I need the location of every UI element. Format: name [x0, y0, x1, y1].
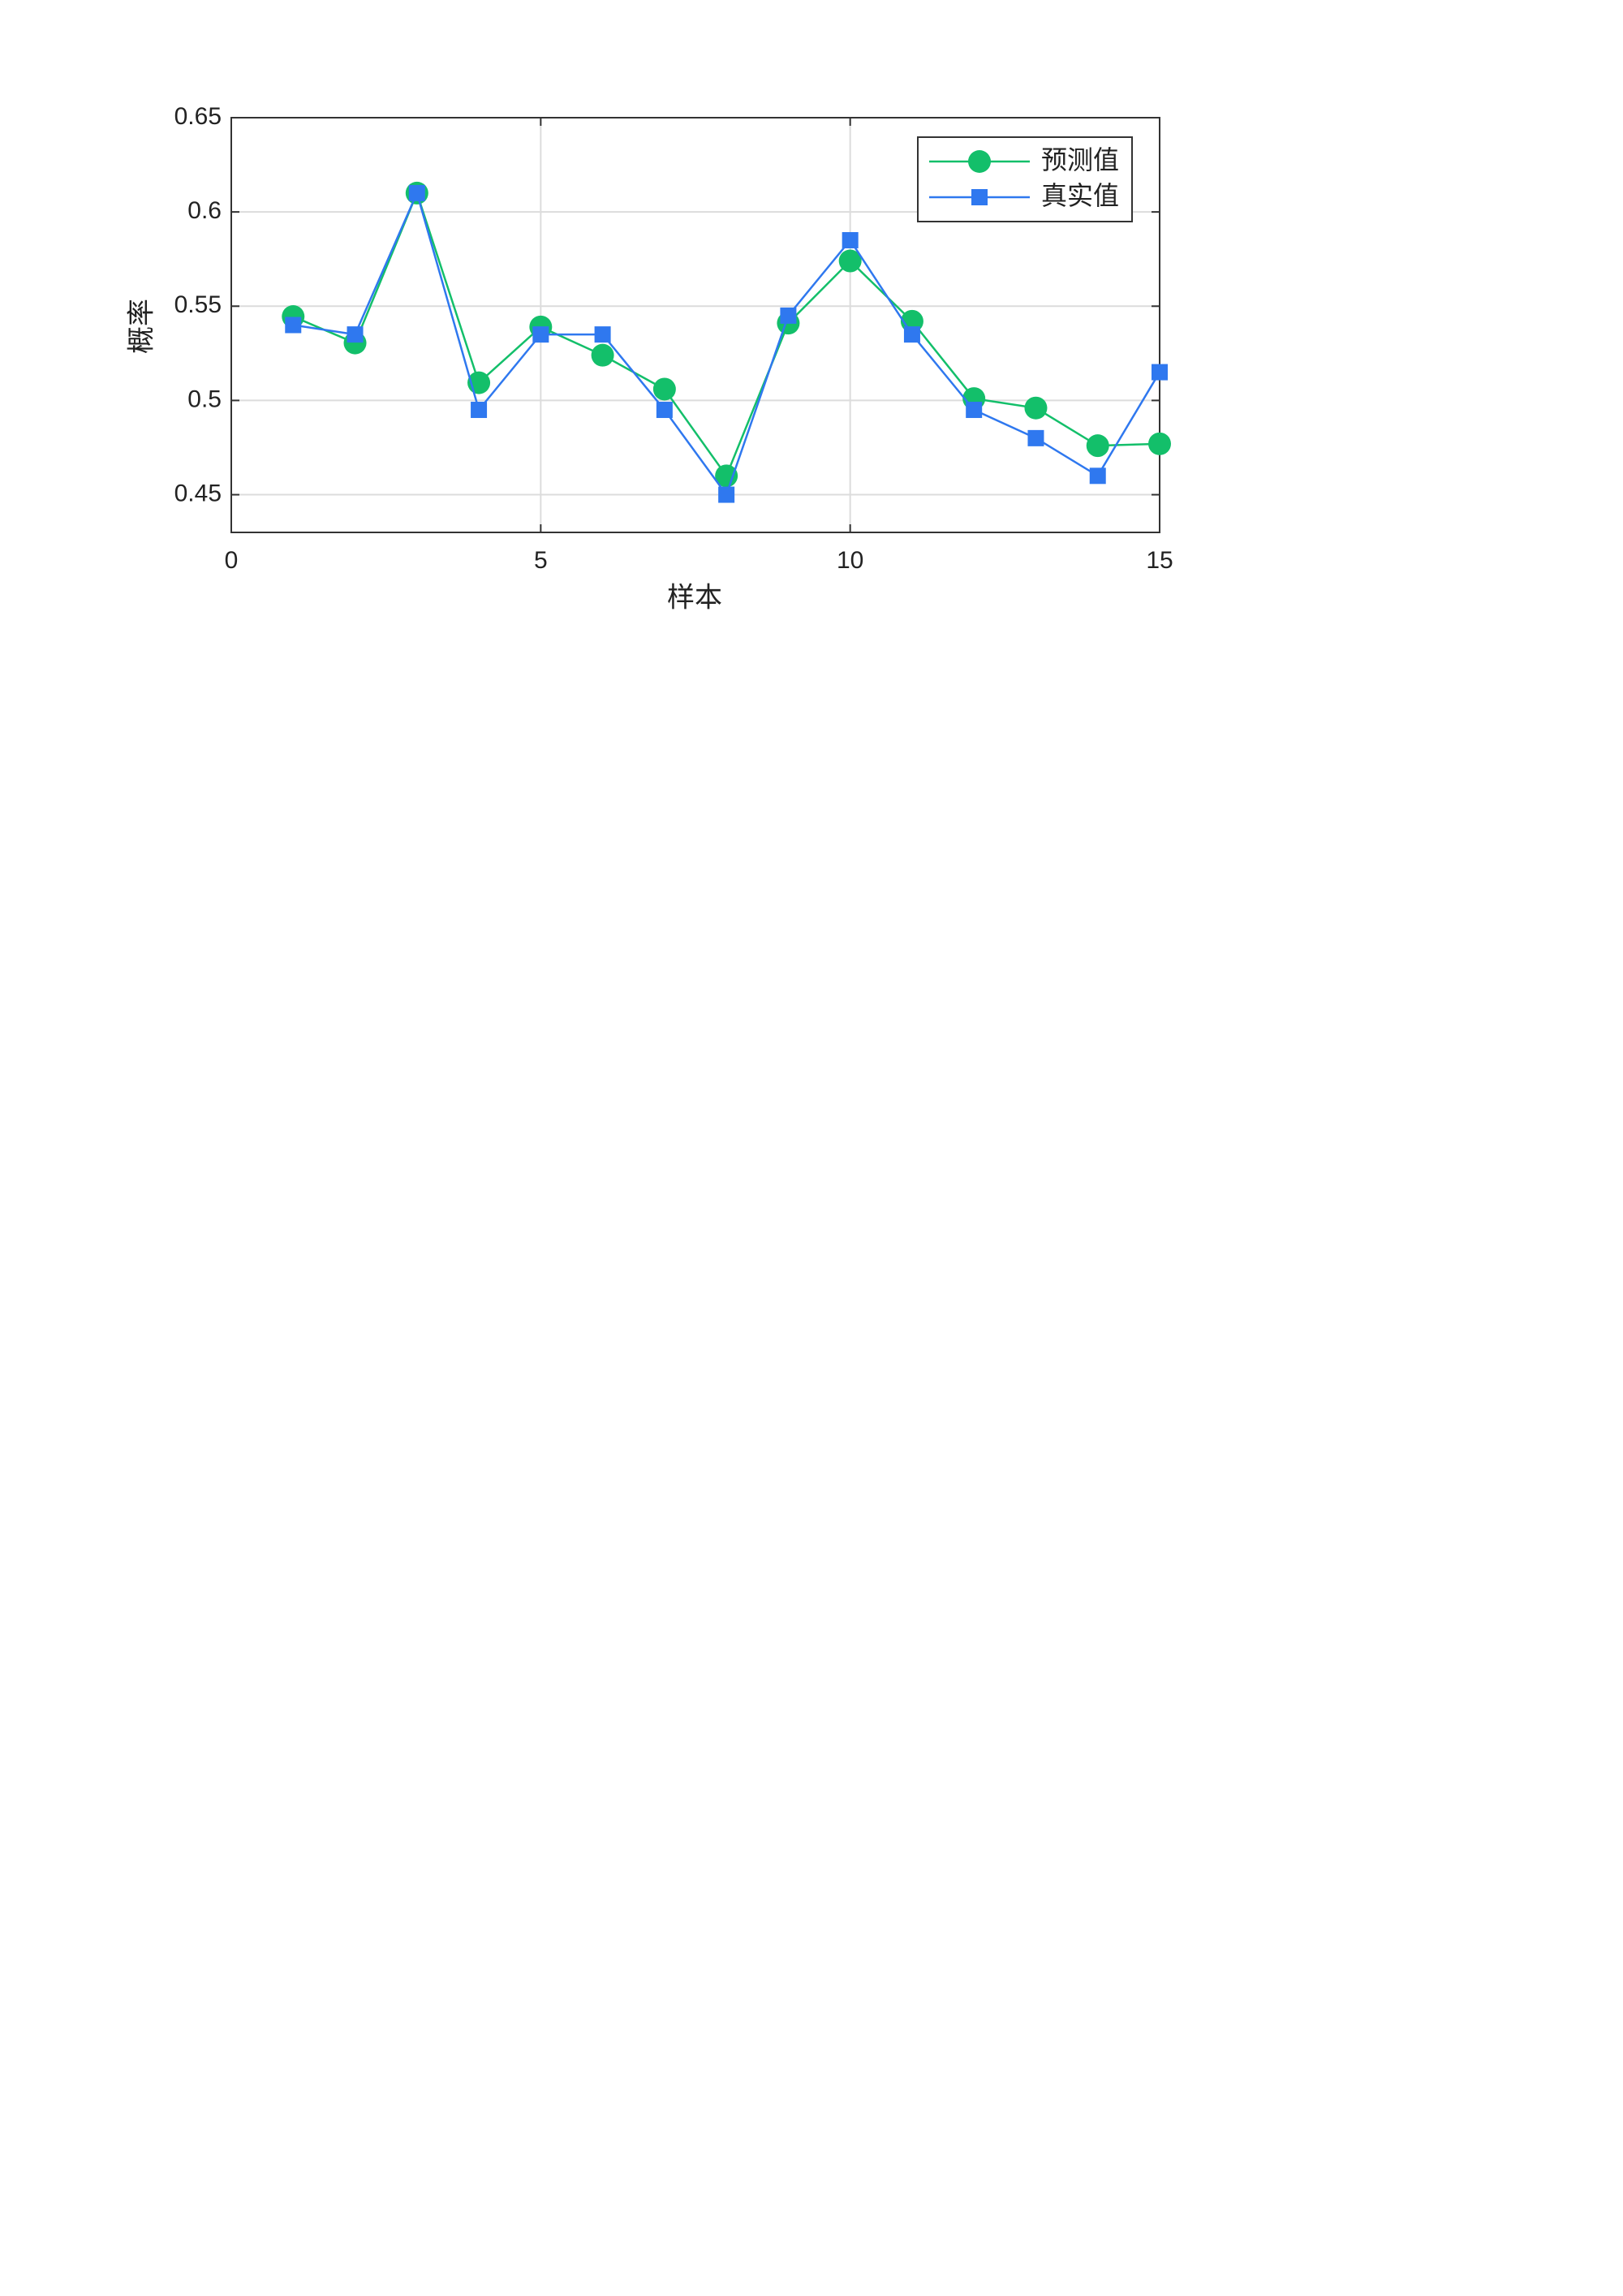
- y-tick-label: 0.55: [174, 291, 222, 318]
- data-point: [718, 486, 735, 503]
- data-point: [842, 231, 859, 248]
- data-point: [532, 326, 549, 343]
- data-point: [1089, 467, 1106, 485]
- x-tick-label: 0: [225, 547, 239, 574]
- data-point: [838, 249, 862, 273]
- data-point: [780, 307, 797, 324]
- data-point: [715, 464, 738, 488]
- data-point: [966, 402, 983, 419]
- plot-frame: [230, 117, 1160, 533]
- data-point: [652, 377, 676, 401]
- data-point: [1024, 396, 1048, 420]
- data-point: [1027, 429, 1044, 446]
- legend-marker: [968, 150, 991, 173]
- data-point: [471, 402, 488, 419]
- x-tick-label: 10: [837, 547, 863, 574]
- data-point: [408, 184, 425, 201]
- data-point: [1086, 434, 1109, 458]
- data-point: [1152, 364, 1168, 381]
- legend-label: 真实值: [1041, 180, 1119, 211]
- x-tick-label: 15: [1146, 547, 1173, 574]
- y-tick-label: 0.5: [187, 386, 222, 412]
- y-tick-label: 0.45: [174, 480, 222, 506]
- data-point: [1148, 432, 1171, 455]
- legend-box: [917, 136, 1133, 222]
- data-point: [656, 402, 673, 419]
- data-point: [594, 326, 611, 343]
- y-tick-label: 0.65: [174, 103, 222, 130]
- data-point: [903, 326, 920, 343]
- y-tick-label: 0.6: [187, 197, 222, 224]
- x-axis-label: 样本: [667, 582, 722, 614]
- data-point: [591, 343, 614, 367]
- legend-marker: [971, 189, 988, 205]
- y-axis-label: 概率: [126, 299, 158, 354]
- data-point: [347, 326, 364, 343]
- legend-label: 预测值: [1041, 144, 1119, 175]
- data-point: [285, 317, 302, 334]
- x-tick-label: 5: [534, 547, 548, 574]
